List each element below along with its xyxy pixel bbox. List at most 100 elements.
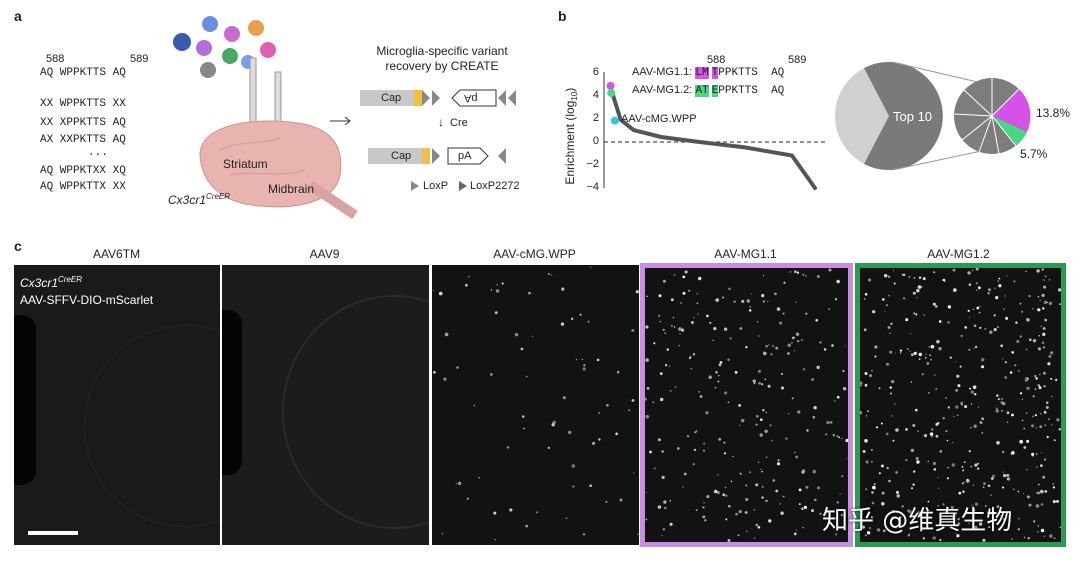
cell-dot: [870, 516, 873, 519]
cell-dot: [946, 439, 949, 442]
cell-dot: [927, 460, 930, 463]
cell-dot: [888, 479, 891, 483]
cell-dot: [996, 394, 999, 397]
cell-dot: [645, 414, 650, 419]
cell-dot: [1019, 392, 1023, 395]
cell-dot: [909, 333, 911, 335]
cell-dot: [1027, 537, 1030, 540]
cell-dot: [899, 349, 902, 352]
cell-dot: [735, 512, 738, 516]
cell-dot: [915, 456, 919, 460]
cell-dot: [1059, 303, 1061, 305]
cell-dot: [631, 399, 635, 402]
cell-dot: [770, 353, 773, 356]
cell-dot: [792, 336, 795, 340]
cell-dot: [1037, 347, 1041, 351]
cell-dot: [958, 491, 962, 495]
cell-dot: [1004, 376, 1008, 379]
cell-dot: [717, 380, 720, 383]
cell-dot: [981, 423, 983, 424]
panel-b-label: b: [558, 8, 567, 24]
cell-dot: [1024, 378, 1029, 382]
cell-dot: [889, 386, 892, 389]
cell-dot: [1043, 410, 1047, 414]
cell-dot: [615, 432, 618, 436]
cell-dot: [841, 475, 844, 478]
cell-dot: [805, 485, 809, 489]
cell-dot: [734, 371, 738, 374]
cell-dot: [677, 447, 680, 450]
cell-dot: [746, 299, 750, 303]
cell-dot: [509, 508, 513, 512]
cell-dot: [532, 335, 534, 337]
cell-dot: [862, 450, 866, 453]
cell-dot: [683, 472, 687, 476]
cell-dot: [761, 496, 764, 499]
panel-title-mg12: AAV-MG1.2: [927, 247, 990, 261]
cell-dot: [951, 463, 955, 467]
cell-dot: [1015, 321, 1018, 324]
cell-dot: [1018, 517, 1020, 520]
cell-dot: [1042, 371, 1046, 375]
cell-dot: [1040, 528, 1045, 533]
cell-dot: [889, 332, 891, 335]
cell-dot: [723, 452, 727, 455]
cell-dot: [1025, 270, 1027, 272]
injection-illustration: [173, 16, 358, 220]
cell-dot: [935, 434, 939, 438]
cell-dot: [727, 401, 730, 403]
cell-dot: [548, 273, 550, 275]
cell-dot: [922, 537, 925, 540]
cell-dot: [438, 291, 443, 296]
cell-dot: [457, 481, 462, 486]
cell-dot: [619, 498, 623, 502]
cell-dot: [746, 530, 748, 533]
cell-dot: [768, 519, 772, 523]
cell-dot: [939, 539, 942, 541]
cell-dot: [806, 429, 809, 432]
cell-dot: [921, 373, 924, 376]
cell-dot: [1008, 527, 1010, 530]
cell-dot: [698, 391, 700, 393]
cell-dot: [1043, 279, 1045, 281]
cell-dot: [1033, 520, 1036, 523]
cell-dot: [653, 342, 656, 345]
cell-dot: [443, 377, 447, 381]
cell-dot: [1038, 335, 1040, 337]
cell-dot: [811, 378, 814, 381]
cell-dot: [933, 468, 937, 471]
cell-dot: [776, 307, 781, 311]
cell-dot: [695, 509, 698, 512]
cell-dot: [745, 346, 748, 349]
cell-dot: [1048, 418, 1050, 420]
cell-dot: [935, 388, 937, 390]
cell-dot: [718, 363, 722, 367]
cell-dot: [917, 430, 919, 432]
cell-dot: [745, 484, 748, 487]
b-position-589: 589: [788, 54, 807, 66]
cell-dot: [974, 345, 978, 349]
cell-dot: [698, 276, 702, 281]
cell-dot: [493, 511, 497, 515]
cell-dot: [494, 311, 498, 315]
cell-dot: [900, 516, 902, 518]
micrograph-mg12: [855, 263, 1066, 547]
cell-dot: [825, 433, 828, 436]
cell-dot: [895, 427, 898, 430]
cell-dot: [829, 512, 831, 514]
cell-dot: [793, 532, 797, 536]
cell-dot: [693, 448, 697, 452]
cell-dot: [793, 350, 795, 352]
cell-dot: [1005, 316, 1009, 320]
cell-dot: [992, 474, 995, 478]
cell-dot: [695, 430, 698, 432]
cell-dot: [828, 268, 832, 272]
cell-dot: [716, 491, 720, 495]
cell-dot: [975, 282, 978, 285]
cell-dot: [661, 534, 663, 536]
cell-dot: [765, 344, 768, 348]
cell-dot: [765, 411, 767, 414]
cell-dot: [756, 415, 759, 418]
cell-dot: [709, 321, 712, 324]
cell-dot: [572, 485, 575, 488]
